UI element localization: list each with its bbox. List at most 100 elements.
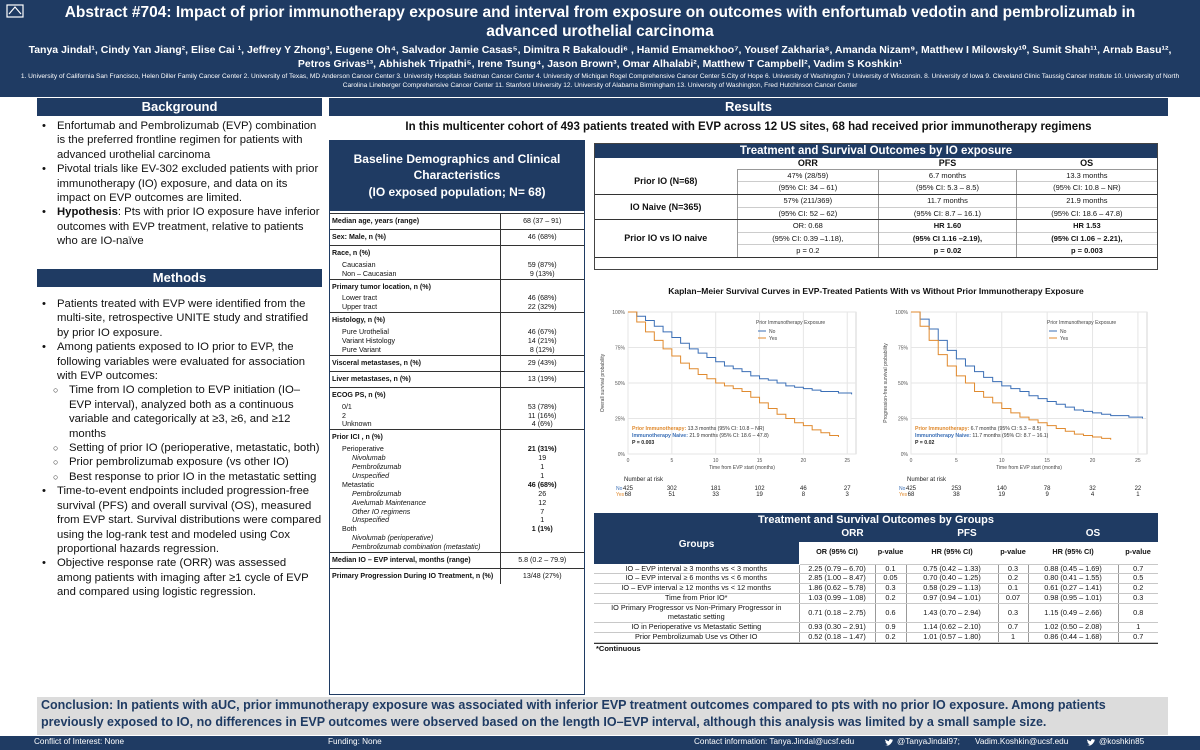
groups-row-label: IO – EVP interval ≥ 6 months vs < 6 mont… — [594, 573, 799, 585]
demographics-row: Pembrolizumab 26 — [330, 489, 584, 499]
contact-email[interactable]: Contact information: Tanya.Jindal@ucsf.e… — [694, 737, 855, 746]
methods-item: Time-to-event endpoints included progres… — [37, 484, 322, 556]
x-tick-label: 5 — [955, 458, 958, 464]
demographics-row: Unknown 4 (6%) — [330, 420, 584, 430]
groups-cell: 0.98 (0.95 – 1.01) — [1027, 593, 1118, 605]
twitter-handle-1[interactable]: @TanyaJindal97; — [897, 737, 960, 746]
demographics-value: 46 (68%) — [499, 480, 584, 490]
y-tick-label: 75% — [615, 346, 626, 352]
demographics-label: Histology, n (%) — [330, 312, 500, 329]
outcomes-io-cell-line: HR 1.53 — [1073, 221, 1101, 231]
methods-item: Best response to prior IO in the metasta… — [37, 470, 322, 485]
risk-value: 38 — [953, 492, 960, 498]
background-heading: Background — [37, 98, 322, 116]
demographics-value — [499, 429, 584, 446]
demographics-row: Median age, years (range) 68 (37 – 91) — [330, 213, 584, 230]
methods-item: Among patients exposed to IO prior to EV… — [37, 340, 322, 383]
groups-cell: 0.2 — [874, 632, 906, 643]
groups-row: IO Primary Progressor vs Non-Primary Pro… — [594, 603, 1158, 623]
risk-value: 68 — [908, 492, 915, 498]
background-item-text: Pivotal trials like EV-302 excluded pati… — [57, 163, 319, 205]
curve-prior-io — [628, 311, 839, 437]
groups-row-label: Prior Pembrolizumab Use vs Other IO — [594, 632, 799, 643]
annotation-io-naive: Immunotherapy Naive: 11.7 months (95% CI… — [915, 433, 1049, 439]
outcomes-io-cell-line: 47% (28/59) — [787, 170, 829, 180]
hypothesis-label: Hypothesis — [57, 206, 118, 219]
demographics-row: Lower tract 46 (68%) — [330, 294, 584, 304]
demographics-row: Metastatic 46 (68%) — [330, 480, 584, 490]
outcomes-io-cell-line: 11.7 months — [927, 195, 968, 205]
outcomes-io-cell: HR 1.60 (95% CI 1.16 –2.19), p = 0.02 — [878, 219, 1017, 258]
risk-table-title: Number at risk — [907, 477, 947, 483]
x-tick-label: 5 — [670, 458, 673, 464]
groups-cell: 0.9 — [874, 622, 906, 633]
x-tick-label: 0 — [910, 458, 913, 464]
os-km-plot: 0% 25% 50% 75% 100% 0 5 10 15 20 25 Overall surviva… — [600, 310, 857, 498]
demographics-row: Non – Caucasian 9 (13%) — [330, 269, 584, 280]
demographics-row: Caucasian 59 (87%) — [330, 260, 584, 270]
outcomes-io-cell: 21.9 months (95% CI: 18.6 – 47.8) — [1015, 194, 1157, 221]
demographics-value: 1 (1%) — [499, 525, 584, 535]
demographics-row: Pure Urothelial 46 (67%) — [330, 328, 584, 338]
demographics-label: Median IO – EVP interval, months (range) — [330, 552, 500, 569]
orr-col-label: ORR — [799, 527, 906, 542]
outcomes-io-cell-line: 57% (211/369) — [783, 195, 833, 205]
demographics-row: Primary Progression During IO Treatment,… — [330, 567, 584, 584]
groups-row: IO in Perioperative vs Metastatic Settin… — [594, 622, 1158, 633]
groups-cell: 0.86 (0.44 – 1.68) — [1027, 632, 1118, 643]
demographics-row: Both 1 (1%) — [330, 525, 584, 535]
risk-value: 102 — [755, 486, 766, 492]
x-tick-label: 10 — [713, 458, 719, 464]
demographics-value: 5.8 (0.2 – 79.9) — [499, 552, 584, 569]
contact-email-2[interactable]: Vadim.Koshkin@ucsf.edu — [975, 737, 1069, 746]
demographics-value: 7 — [499, 507, 584, 517]
background-item-text: : Pts with prior IO exposure have inferi… — [57, 206, 320, 248]
twitter-handle-2[interactable]: @koshkin85 — [1099, 737, 1145, 746]
groups-row: Time from Prior IO* 1.03 (0.99 – 1.08) 0.2… — [594, 593, 1158, 605]
outcomes-io-cell-line: (95% CI 1.16 –2.19), — [879, 231, 1016, 245]
outcomes-io-cell-line: 6.7 months — [928, 170, 967, 180]
groups-table: Groups ORR PFS OS OR (95% CI) p-value HR (… — [594, 527, 1158, 643]
demographics-label: Pure Variant — [342, 345, 381, 354]
outcomes-io-title: Treatment and Survival Outcomes by IO ex… — [595, 144, 1157, 158]
annotation-io-naive: Immunotherapy Naive: 21.9 months (95% CI… — [632, 433, 769, 439]
demographics-value: 21 (31%) — [499, 445, 584, 455]
demographics-row: Upper tract 22 (32%) — [330, 303, 584, 313]
outcomes-io-cell: 6.7 months (95% CI: 5.3 – 8.5) — [878, 169, 1017, 195]
groups-cell: 0.8 — [1117, 603, 1158, 623]
outcomes-io-row: Prior IO vs IO naive OR: 0.68 (95% CI: 0.3… — [595, 219, 1157, 258]
groups-cell: 1 — [1117, 622, 1158, 633]
demographics-title: Baseline Demographics and Clinical Chara… — [353, 152, 561, 182]
risk-table-title: Number at risk — [624, 477, 664, 483]
y-tick-label: 100% — [612, 310, 625, 316]
outcomes-io-row: IO Naive (N=365) 57% (211/369) (95% CI: 52… — [595, 194, 1157, 221]
risk-row-label: No — [616, 486, 623, 492]
demographics-label: Primary Progression During IO Treatment,… — [330, 567, 500, 584]
legend-title: Prior Immunotherapy Exposure — [1047, 320, 1116, 326]
p-value: P = 0.003 — [632, 440, 654, 446]
demographics-label: Upper tract — [342, 303, 378, 312]
demographics-row: ECOG PS, n (%) — [330, 386, 584, 403]
outcomes-io-col-header: PFS — [878, 158, 1017, 170]
demographics-label: 0/1 — [342, 402, 352, 411]
groups-cell: 0.07 — [997, 593, 1028, 605]
footer: Conflict of Interest: None Funding: None… — [0, 736, 1200, 750]
risk-value: 19 — [998, 492, 1005, 498]
demographics-value: 11 (16%) — [499, 411, 584, 421]
groups-cell: 1.86 (0.62 – 5.78) — [798, 583, 875, 595]
demographics-label: Liver metastases, n (%) — [330, 370, 500, 388]
twitter-icon — [1086, 738, 1096, 747]
background-list: Enfortumab and Pembrolizumab (EVP) combi… — [37, 119, 322, 249]
demographics-row: Visceral metastases, n (%) 29 (43%) — [330, 354, 584, 372]
demographics-row: Prior ICI , n (%) — [330, 429, 584, 446]
risk-row-label: Yes — [899, 492, 908, 498]
demographics-value: 68 (37 – 91) — [499, 213, 584, 230]
legend-title: Prior Immunotherapy Exposure — [756, 320, 825, 326]
risk-value: 27 — [844, 486, 851, 492]
demographics-value: 46 (67%) — [499, 328, 584, 338]
demographics-value — [499, 312, 584, 329]
demographics-value: 13/48 (27%) — [499, 567, 584, 584]
demographics-label: Pembrolizumab — [352, 489, 402, 498]
demographics-value: 1 — [499, 463, 584, 472]
groups-cell: 1.02 (0.50 – 2.08) — [1027, 622, 1118, 633]
